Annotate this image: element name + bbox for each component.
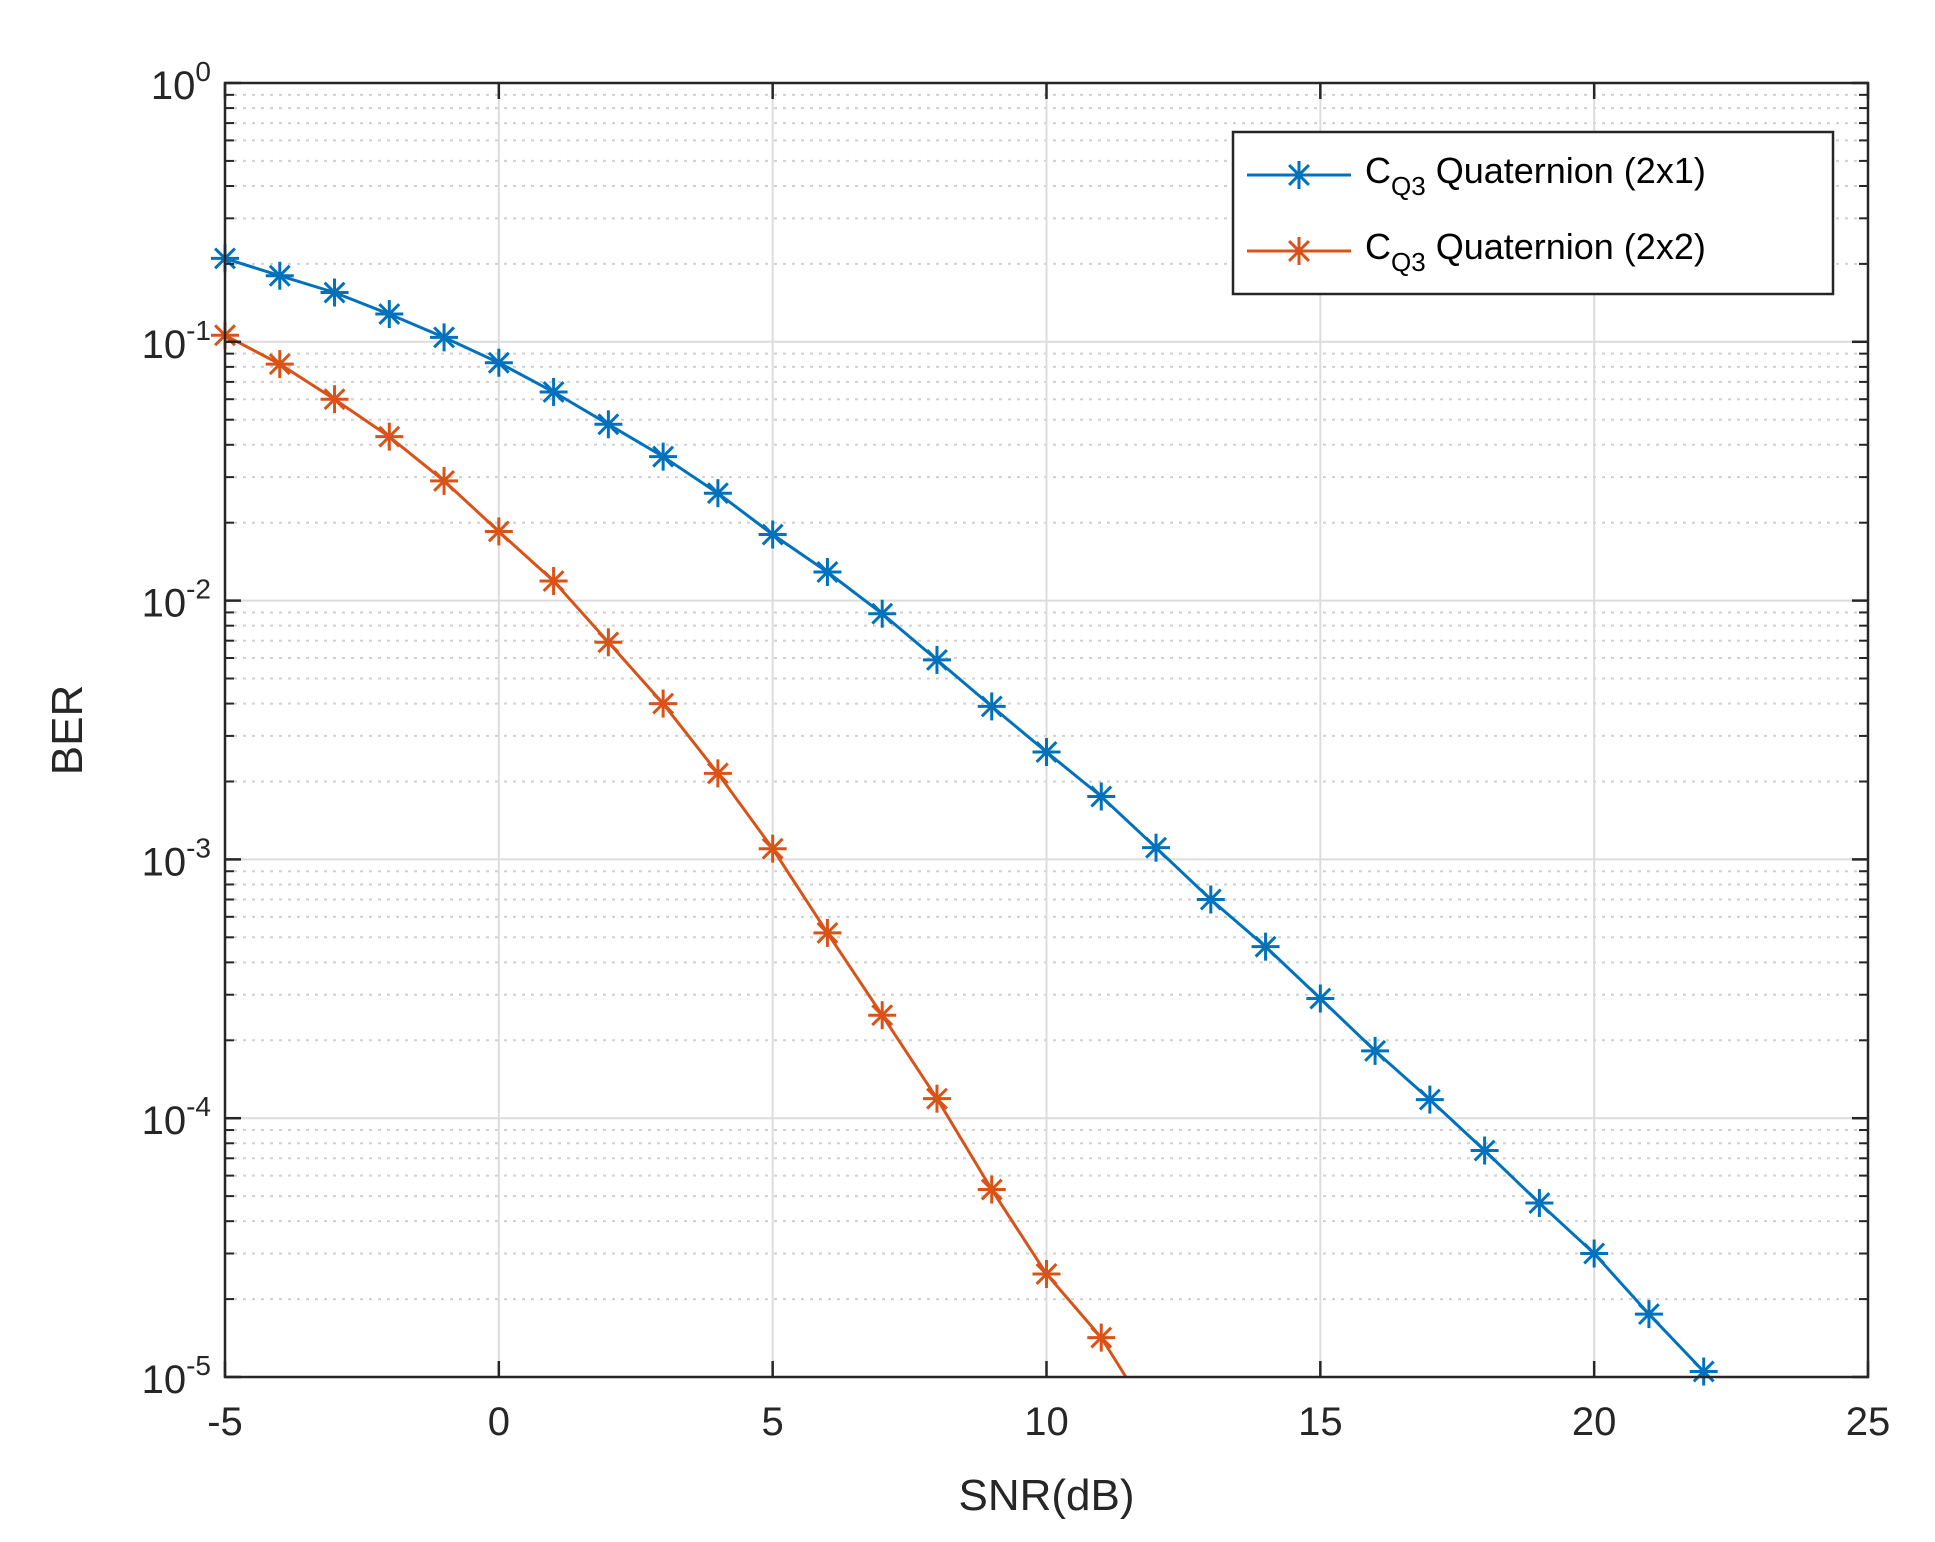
series-line-1: [224, 256, 1705, 1373]
data-point: [1306, 984, 1335, 1013]
x-tick-label: 25: [1846, 1400, 1891, 1444]
y-tick-label: 10-4: [142, 1091, 211, 1143]
data-point: [977, 1175, 1006, 1204]
series-line-2: [224, 333, 1128, 1378]
data-point: [649, 689, 678, 718]
x-tick-label: 15: [1298, 1400, 1343, 1444]
x-tick-label: 0: [488, 1400, 510, 1444]
y-tick-label: 10-3: [142, 832, 211, 884]
x-tick-label: 20: [1572, 1400, 1617, 1444]
data-point: [430, 466, 459, 495]
y-tick-label: 100: [151, 56, 211, 108]
data-point: [649, 442, 678, 471]
data-point: [484, 348, 513, 377]
x-tick-label: 10: [1024, 1400, 1069, 1444]
data-point: [1251, 932, 1280, 961]
data-point: [868, 1001, 897, 1030]
data-point: [539, 567, 568, 596]
data-point: [922, 1084, 951, 1113]
data-point: [1142, 833, 1171, 862]
data-point: [703, 479, 732, 508]
data-point: [1361, 1036, 1390, 1065]
data-point: [320, 385, 349, 414]
data-point: [813, 557, 842, 586]
data-point: [594, 628, 623, 657]
data-point: [375, 422, 404, 451]
legend-box: [1231, 130, 1835, 296]
data-point: [1689, 1357, 1718, 1386]
data-point: [868, 599, 897, 628]
data-point: [703, 759, 732, 788]
data-point: [813, 918, 842, 947]
data-point: [265, 350, 294, 379]
legend-label-1: CQ3 Quaternion (2x1): [1365, 150, 1706, 201]
data-point: [1634, 1300, 1663, 1329]
x-axis-label: SNR(dB): [958, 1471, 1134, 1520]
data-point: [1032, 738, 1061, 767]
data-point: [1196, 885, 1225, 914]
data-point: [1087, 782, 1116, 811]
data-point: [594, 410, 623, 439]
data-point: [1525, 1189, 1554, 1218]
data-point: [977, 692, 1006, 721]
grid: [224, 82, 1869, 1378]
legend-label-2: CQ3 Quaternion (2x2): [1365, 226, 1706, 277]
axes: [223, 81, 1870, 1379]
data-point: [539, 377, 568, 406]
tick-labels: -5 0 5 10 15 20 25 10-5 10-4 10-3 10-2 10-1 100: [142, 56, 1891, 1444]
data-point: [265, 261, 294, 290]
data-point: [758, 834, 787, 863]
y-axis-label: BER: [43, 685, 92, 775]
x-tick-label: 5: [762, 1400, 784, 1444]
legend-marker-2: [1285, 237, 1313, 265]
data-point: [1415, 1085, 1444, 1114]
data-point: [1470, 1136, 1499, 1165]
series-layer: [211, 244, 1718, 1386]
data-point: [1087, 1323, 1116, 1352]
y-tick-label: 10-5: [142, 1350, 211, 1402]
y-tick-label: 10-1: [142, 315, 211, 367]
data-point: [758, 520, 787, 549]
x-tick-label: -5: [207, 1400, 243, 1444]
y-tick-label: 10-2: [142, 574, 211, 626]
data-point: [375, 300, 404, 329]
data-point: [1032, 1260, 1061, 1289]
data-point: [922, 645, 951, 674]
legend-marker-1: [1285, 161, 1313, 189]
data-point: [1580, 1239, 1609, 1268]
legend: CQ3 Quaternion (2x1) CQ3 Quaternion (2x2): [1231, 130, 1835, 296]
data-point: [430, 323, 459, 352]
data-point: [320, 278, 349, 307]
data-point: [484, 517, 513, 546]
